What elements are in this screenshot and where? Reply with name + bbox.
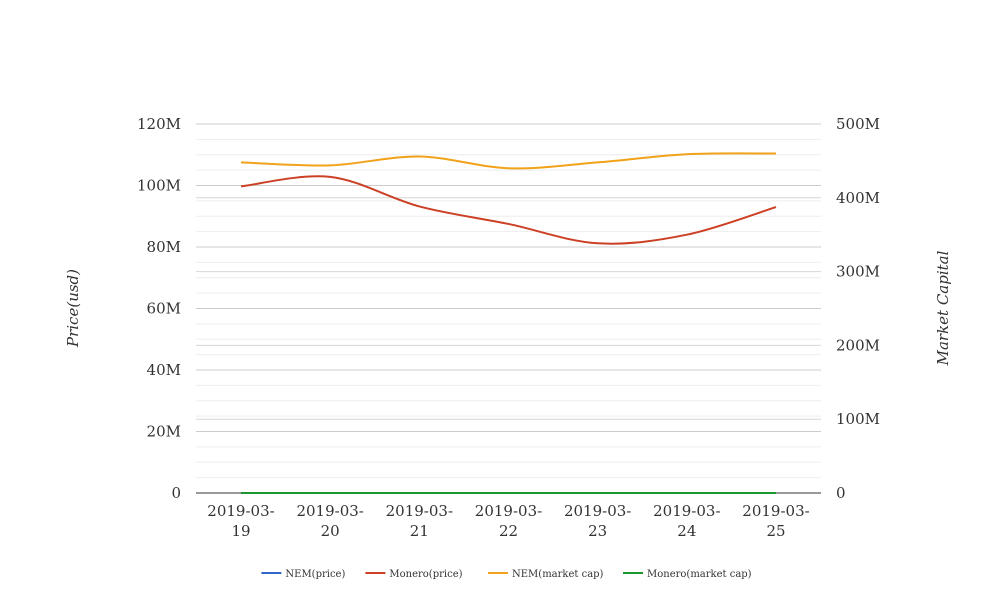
left-tick-label: 120M (137, 115, 181, 133)
left-tick-label: 80M (147, 238, 181, 256)
gridlines (196, 123, 821, 479)
right-tick-label: 300M (836, 263, 880, 281)
left-tick-label: 0 (171, 484, 181, 502)
legend-label-nem-price: NEM(price) (285, 569, 345, 580)
legend-label-nem-market-cap: NEM(market cap) (512, 569, 604, 580)
right-tick-label: 200M (836, 336, 880, 354)
legend: NEM(price) Monero(price) NEM(market cap) Mo… (261, 569, 752, 580)
right-tick-label: 400M (836, 189, 880, 207)
left-tick-label: 20M (147, 423, 181, 441)
left-tick-label: 40M (147, 361, 181, 379)
tick-labels: 0 20M 40M 60M 80M 100M 120M 0 100M 200M 300M 400M 50… (137, 115, 880, 540)
left-axis-title: Price(usd) (64, 269, 82, 348)
x-tick-label: 2019-03-23 (564, 502, 631, 540)
right-tick-label: 0 (836, 484, 846, 502)
series-line-monero-price (240, 175, 777, 245)
series-lines (240, 152, 777, 495)
series-line-nem-market-cap (240, 152, 777, 170)
right-axis-title: Market Capital (934, 250, 952, 366)
x-tick-label: 2019-03-20 (296, 502, 363, 540)
x-tick-label: 2019-03-19 (207, 502, 274, 540)
x-tick-label: 2019-03-21 (386, 502, 453, 540)
x-tick-label: 2019-03-22 (475, 502, 542, 540)
x-tick-label: 2019-03-25 (742, 502, 809, 540)
left-tick-label: 100M (137, 177, 181, 195)
legend-label-monero-market-cap: Monero(market cap) (647, 569, 752, 580)
x-tick-label: 2019-03-24 (653, 502, 720, 540)
right-tick-label: 500M (836, 115, 880, 133)
left-tick-label: 60M (147, 300, 181, 318)
legend-label-monero-price: Monero(price) (389, 569, 462, 580)
right-tick-label: 100M (836, 410, 880, 428)
